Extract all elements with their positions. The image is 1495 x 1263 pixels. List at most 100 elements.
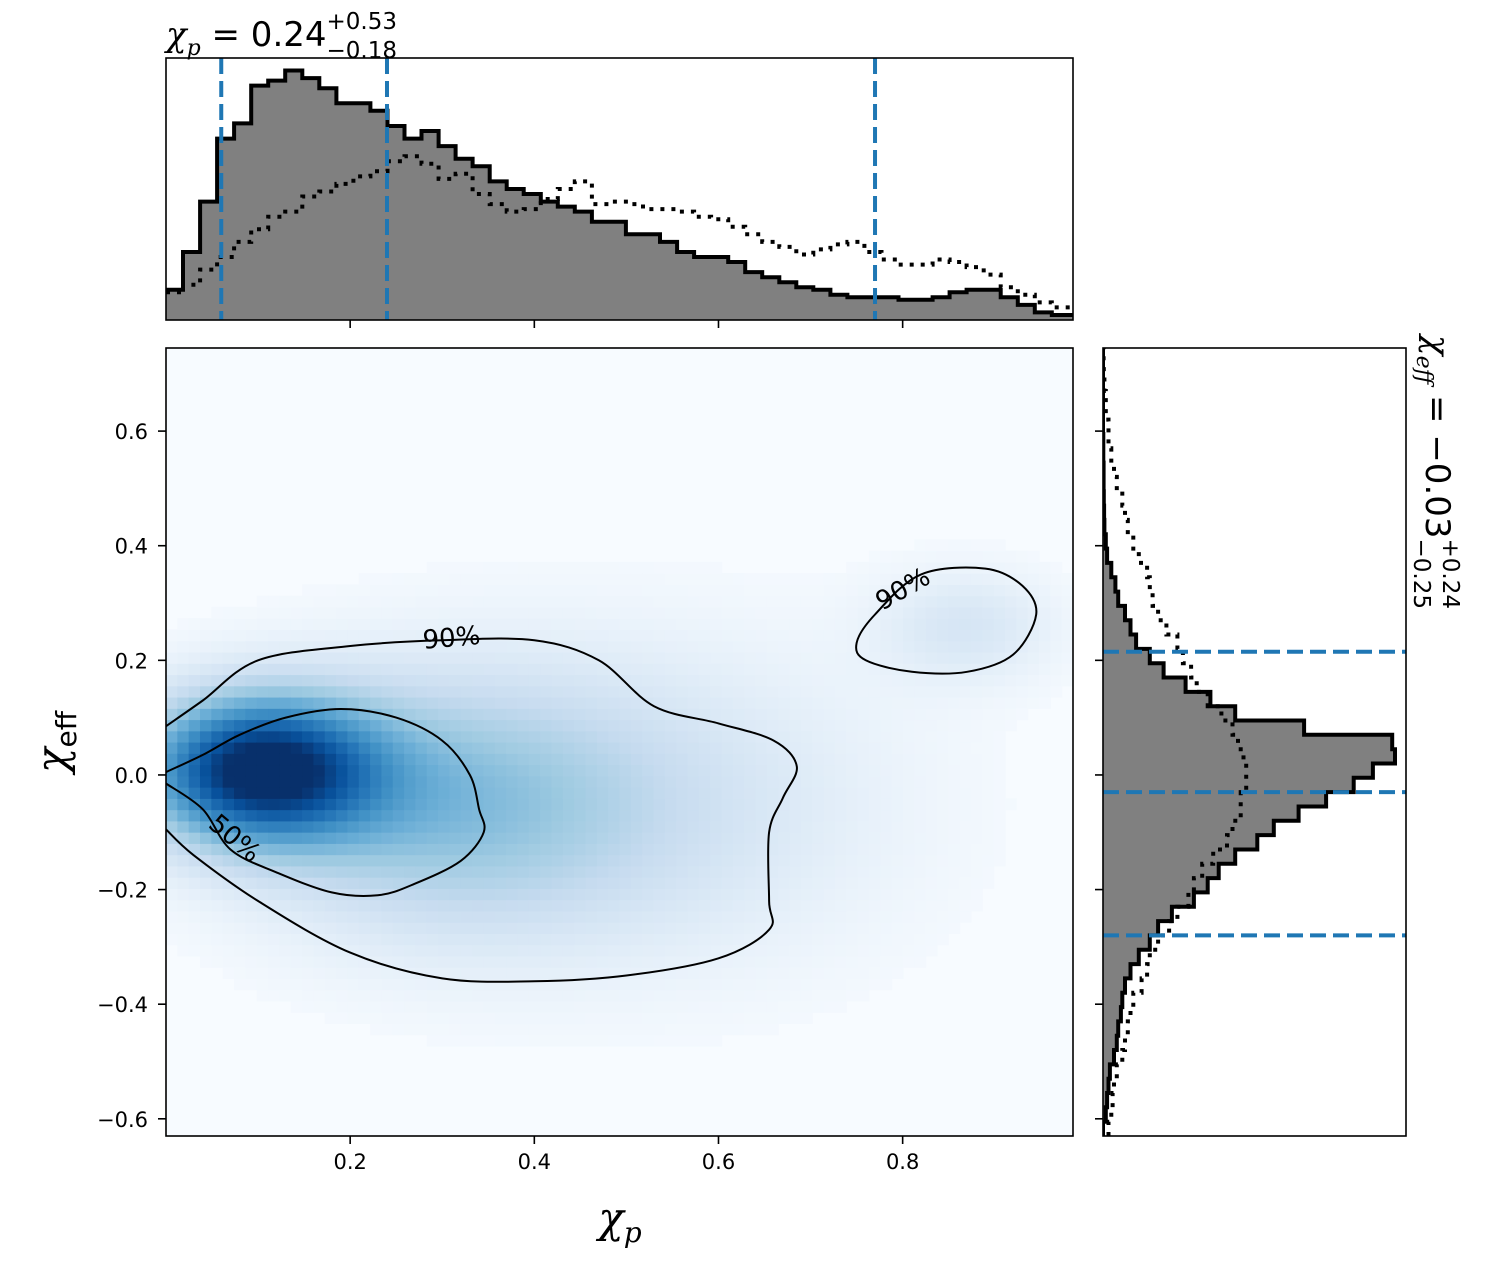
- heatmap-cell: [438, 775, 451, 788]
- heatmap-cell: [880, 606, 893, 619]
- heatmap-cell: [778, 787, 791, 799]
- heatmap-cell: [1004, 561, 1017, 574]
- heatmap-cell: [959, 775, 972, 788]
- heatmap-cell: [426, 967, 439, 979]
- heatmap-cell: [347, 708, 360, 721]
- heatmap-cell: [279, 753, 292, 766]
- heatmap-cell: [426, 922, 439, 934]
- heatmap-cell: [846, 989, 859, 1002]
- heatmap-cell: [336, 967, 348, 979]
- heatmap-cell: [710, 978, 723, 991]
- heatmap-cell: [438, 978, 451, 991]
- heatmap-cell: [778, 978, 791, 991]
- heatmap-cell: [540, 989, 553, 1002]
- heatmap-cell: [812, 899, 825, 912]
- heatmap-cell: [381, 595, 394, 608]
- heatmap-cell: [562, 809, 575, 822]
- heatmap-cell: [302, 877, 314, 889]
- heatmap-cell: [687, 629, 700, 642]
- heatmap-cell: [698, 854, 711, 867]
- heatmap-cell: [812, 674, 825, 687]
- heatmap-cell: [846, 595, 859, 608]
- heatmap-cell: [426, 910, 439, 923]
- heatmap-cell: [925, 742, 938, 754]
- heatmap-cell: [166, 922, 178, 934]
- heatmap-cell: [891, 899, 904, 912]
- heatmap-cell: [324, 775, 337, 788]
- heatmap-cell: [324, 606, 337, 619]
- x-tick-label: 0.8: [886, 1150, 919, 1174]
- heatmap-cell: [948, 629, 961, 642]
- heatmap-cell: [211, 955, 224, 968]
- heatmap-cell: [415, 944, 428, 957]
- heatmap-cell: [982, 742, 995, 754]
- heatmap-cell: [1050, 674, 1063, 687]
- heatmap-cell: [574, 820, 587, 833]
- heatmap-cell: [732, 989, 745, 1002]
- heatmap-cell: [404, 955, 417, 968]
- heatmap-cell: [766, 832, 779, 844]
- heatmap-cell: [324, 922, 337, 934]
- heatmap-cell: [642, 1012, 655, 1025]
- heatmap-cell: [438, 955, 451, 968]
- heatmap-cell: [188, 922, 201, 934]
- heatmap-cell: [687, 708, 700, 721]
- heatmap-cell: [936, 820, 949, 833]
- heatmap-cell: [1004, 708, 1017, 721]
- heatmap-cell: [1016, 606, 1029, 619]
- heatmap-cell: [676, 1012, 689, 1025]
- heatmap-cell: [302, 832, 314, 844]
- heatmap-cell: [630, 1023, 643, 1036]
- heatmap-cell: [868, 584, 881, 597]
- heatmap-cell: [562, 640, 575, 653]
- title-value: = −0.03: [1417, 384, 1457, 538]
- heatmap-cell: [200, 775, 212, 788]
- heatmap-cell: [358, 1012, 371, 1025]
- heatmap-cell: [800, 730, 813, 743]
- heatmap-cell: [608, 730, 621, 743]
- heatmap-cell: [188, 944, 201, 957]
- title-upper-error: +0.53: [327, 9, 397, 35]
- heatmap-cell: [721, 978, 734, 991]
- heatmap-cell: [664, 640, 677, 653]
- heatmap-cell: [336, 663, 348, 676]
- heatmap-cell: [812, 967, 825, 979]
- heatmap-cell: [812, 775, 825, 788]
- heatmap-cell: [494, 753, 507, 766]
- heatmap-cell: [472, 865, 485, 878]
- heatmap-cell: [245, 787, 258, 799]
- heatmap-cell: [268, 618, 280, 631]
- heatmap-cell: [630, 775, 643, 788]
- heatmap-cell: [449, 685, 462, 698]
- heatmap-cell: [1061, 584, 1073, 597]
- heatmap-cell: [676, 809, 689, 822]
- heatmap-cell: [925, 584, 938, 597]
- heatmap-cell: [959, 674, 972, 687]
- heatmap-cell: [256, 640, 269, 653]
- heatmap-cell: [789, 663, 802, 676]
- heatmap-cell: [347, 651, 360, 664]
- heatmap-cell: [313, 888, 326, 901]
- heatmap-cell: [585, 1012, 598, 1025]
- heatmap-cell: [880, 775, 893, 788]
- heatmap-cell: [392, 933, 405, 946]
- heatmap-cell: [608, 877, 621, 889]
- heatmap-cell: [336, 730, 348, 743]
- heatmap-cell: [358, 832, 371, 844]
- heatmap-cell: [676, 685, 689, 698]
- heatmap-cell: [630, 674, 643, 687]
- heatmap-cell: [460, 854, 473, 867]
- heatmap-cell: [1050, 606, 1063, 619]
- heatmap-cell: [211, 629, 224, 642]
- heatmap-cell: [868, 730, 881, 743]
- heatmap-cell: [710, 865, 723, 878]
- heatmap-cell: [755, 933, 768, 946]
- heatmap-cell: [925, 719, 938, 732]
- heatmap-cell: [370, 854, 383, 867]
- heatmap-cell: [517, 696, 530, 709]
- heatmap-cell: [494, 787, 507, 799]
- heatmap-cell: [324, 854, 337, 867]
- heatmap-cell: [834, 944, 847, 957]
- heatmap-cell: [619, 674, 632, 687]
- heatmap-cell: [993, 775, 1006, 788]
